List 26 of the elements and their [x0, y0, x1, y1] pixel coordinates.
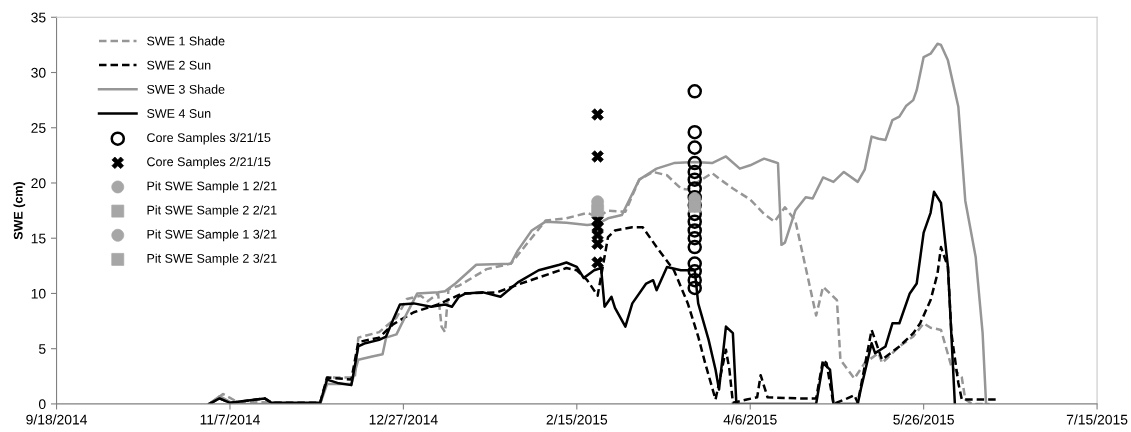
- legend-label: Pit SWE Sample 1 2/21: [147, 181, 277, 193]
- x-tick-label: 4/6/2015: [723, 414, 777, 425]
- x-tick-label: 9/18/2014: [26, 414, 88, 425]
- legend-label: SWE 4 Sun: [147, 109, 211, 118]
- legend-label: Pit SWE Sample 2 3/21: [147, 253, 277, 266]
- y-tick-label: 25: [31, 123, 46, 133]
- y-tick-label: 35: [31, 12, 46, 23]
- x-tick-label: 7/15/2015: [1066, 414, 1128, 425]
- y-axis-title: SWE (cm): [13, 182, 26, 240]
- y-tick-label: 30: [31, 67, 46, 78]
- legend-label: Pit SWE Sample 1 3/21: [147, 229, 277, 242]
- x-tick-label: 5/26/2015: [893, 414, 954, 425]
- x-tick-label: 2/15/2015: [546, 414, 608, 425]
- legend-label: SWE 1 Shade: [147, 36, 225, 46]
- legend-label: SWE 3 Shade: [147, 84, 225, 94]
- y-tick-label: 5: [38, 344, 46, 354]
- y-tick-label: 15: [31, 233, 46, 244]
- y-tick-label: 0: [38, 399, 46, 410]
- legend-label: Core Samples 2/21/15: [147, 157, 271, 169]
- x-tick-label: 12/27/2014: [369, 414, 438, 425]
- y-tick-label: 10: [31, 288, 46, 299]
- y-tick-label: 20: [31, 178, 46, 189]
- legend-label: SWE 2 Sun: [147, 60, 211, 70]
- legend-label: Core Samples 3/21/15: [147, 132, 271, 145]
- legend-label: Pit SWE Sample 2 2/21: [147, 205, 277, 217]
- x-tick-label: 11/7/2014: [200, 414, 260, 425]
